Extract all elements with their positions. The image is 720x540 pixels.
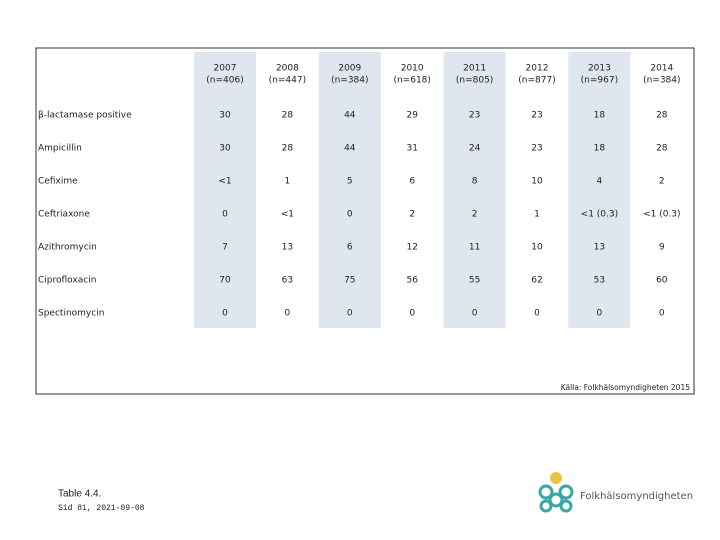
cell: 11	[469, 243, 480, 253]
row-label: Ceftriaxone	[38, 210, 90, 220]
cell: 5	[347, 177, 353, 187]
cell: 0	[347, 309, 353, 319]
column-n: (n=618)	[393, 76, 430, 86]
cell: 12	[406, 243, 417, 253]
cell: 28	[656, 144, 668, 154]
cell: 8	[472, 177, 478, 187]
cell: 0	[347, 210, 353, 220]
table-border	[35, 47, 695, 395]
cell: 2	[659, 177, 665, 187]
logo	[538, 472, 574, 513]
column-n: (n=384)	[643, 76, 680, 86]
cell: 0	[222, 210, 228, 220]
column-n: (n=384)	[331, 76, 368, 86]
cell: 53	[594, 276, 605, 286]
column-year: 2009	[338, 64, 361, 74]
cell: 1	[285, 177, 291, 187]
row-label: Azithromycin	[38, 243, 97, 253]
cell: 75	[344, 276, 355, 286]
cell: 70	[219, 276, 231, 286]
column-n: (n=406)	[206, 76, 243, 86]
cell: 18	[594, 144, 606, 154]
column-n: (n=447)	[269, 76, 306, 86]
cell: <1	[218, 177, 231, 187]
cell: 30	[219, 144, 231, 154]
column-year: 2010	[401, 64, 424, 74]
cell: 30	[219, 111, 231, 121]
column-year: 2011	[463, 64, 486, 74]
cell: 60	[656, 276, 668, 286]
column-year: 2014	[650, 64, 673, 74]
row-label: Ampicillin	[38, 144, 82, 154]
cell: 4	[597, 177, 603, 187]
cell: 0	[222, 309, 228, 319]
cell: 0	[597, 309, 603, 319]
cell: 6	[347, 243, 353, 253]
column-shade	[318, 52, 381, 328]
cell: 13	[594, 243, 605, 253]
row-label: Ciprofloxacin	[38, 276, 96, 286]
cell: 10	[531, 243, 543, 253]
cell: 28	[656, 111, 668, 121]
column-year: 2012	[526, 64, 549, 74]
cell: 0	[534, 309, 540, 319]
cell: 18	[594, 111, 606, 121]
column-n: (n=877)	[518, 76, 555, 86]
cell: 0	[285, 309, 291, 319]
cell: <1	[281, 210, 294, 220]
column-year: 2007	[214, 64, 237, 74]
cell: 23	[469, 111, 480, 121]
cell: 0	[659, 309, 665, 319]
cell: 1	[534, 210, 540, 220]
cell: 28	[282, 111, 294, 121]
cell: 2	[409, 210, 415, 220]
cell: 62	[531, 276, 542, 286]
cell: 23	[531, 144, 542, 154]
cell: 23	[531, 111, 542, 121]
cell: 6	[409, 177, 415, 187]
row-label: Spectinomycin	[38, 309, 104, 319]
column-year: 2013	[588, 64, 611, 74]
column-n: (n=967)	[581, 76, 618, 86]
source: Källa: Folkhälsomyndigheten 2015	[561, 383, 691, 392]
cell: 29	[406, 111, 418, 121]
cell: <1 (0.3)	[581, 210, 618, 220]
cell: 28	[282, 144, 294, 154]
cell: 56	[406, 276, 418, 286]
column-shade	[443, 52, 506, 328]
cell: 10	[531, 177, 543, 187]
footer-title: Table 4.4.	[58, 489, 101, 500]
cell: 44	[344, 144, 356, 154]
cell: 63	[282, 276, 293, 286]
cell: <1 (0.3)	[643, 210, 680, 220]
column-year: 2008	[276, 64, 299, 74]
cell: 0	[472, 309, 478, 319]
cell: 7	[222, 243, 228, 253]
cell: 9	[659, 243, 665, 253]
row-label: β-lactamase positive	[38, 111, 132, 121]
row-label: Cefixime	[38, 177, 78, 187]
column-shade	[568, 52, 631, 328]
footer-subtitle: Sid 81, 2021-09-08	[58, 504, 145, 513]
cell: 13	[282, 243, 293, 253]
column-n: (n=805)	[456, 76, 493, 86]
cell: 44	[344, 111, 356, 121]
column-shade	[194, 52, 256, 328]
cell: 55	[469, 276, 480, 286]
cell: 2	[472, 210, 478, 220]
cell: 31	[406, 144, 417, 154]
logo-text: Folkhälsomyndigheten	[580, 491, 693, 502]
cell: 0	[409, 309, 415, 319]
cell: 24	[469, 144, 481, 154]
